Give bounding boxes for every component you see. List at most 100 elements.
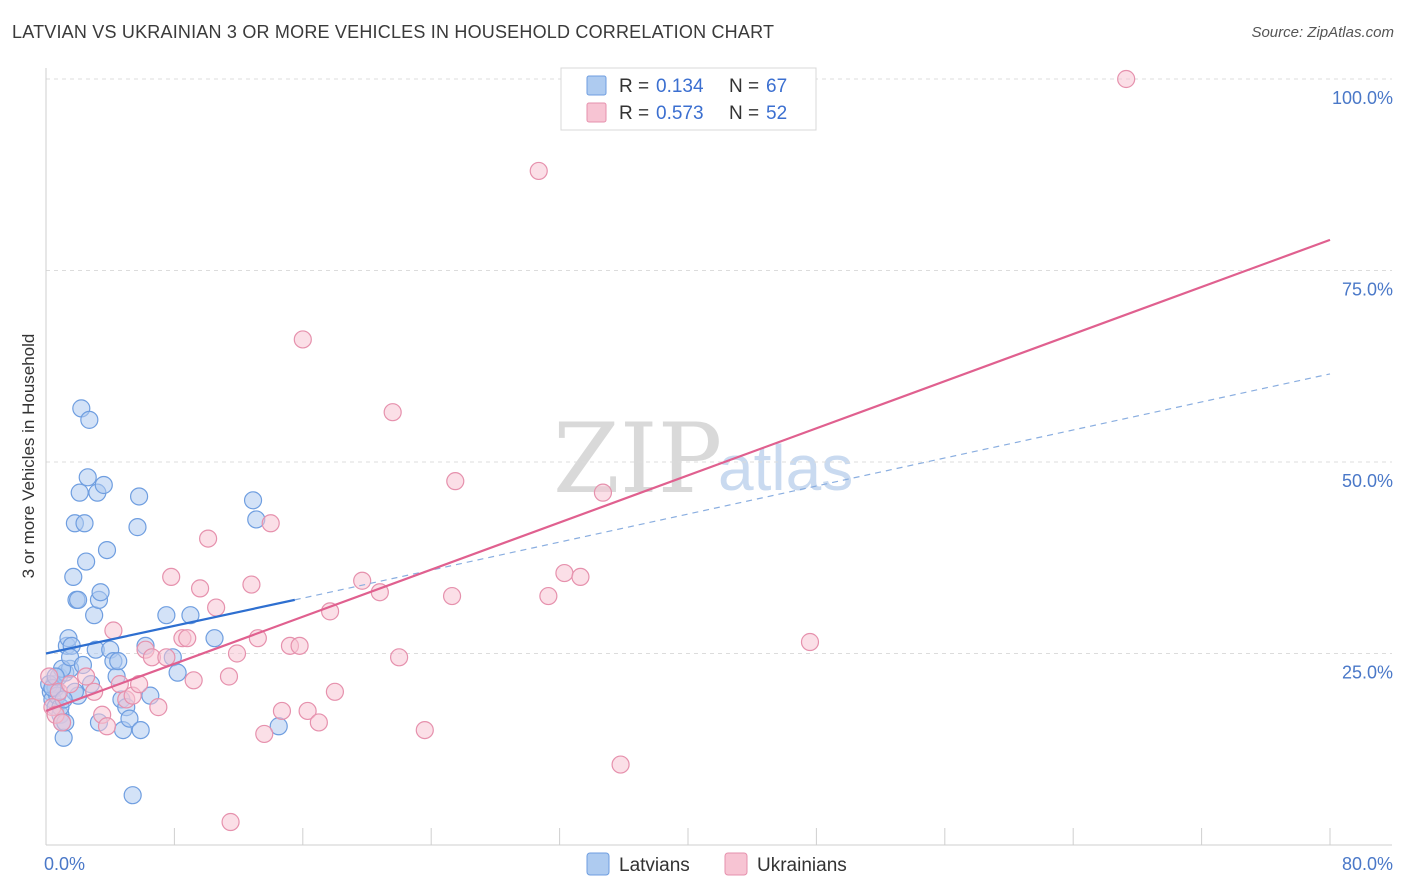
point-latvians bbox=[70, 483, 89, 502]
trend-lines bbox=[45, 238, 1331, 712]
source-label: Source: ZipAtlas.com bbox=[1251, 24, 1394, 41]
point-ukrainians bbox=[77, 667, 96, 686]
point-ukrainians bbox=[104, 621, 123, 640]
gridlines bbox=[46, 78, 1392, 654]
point-ukrainians bbox=[539, 586, 558, 606]
series-legend: Latvians Ukrainians bbox=[586, 852, 847, 876]
point-ukrainians bbox=[178, 629, 197, 648]
trend-line-extended-latvians bbox=[294, 373, 1331, 601]
legend-n-label: N = bbox=[729, 103, 759, 124]
point-ukrainians bbox=[221, 812, 240, 832]
point-ukrainians bbox=[157, 648, 176, 667]
axes bbox=[45, 68, 1392, 846]
x-tick-label-end: 80.0% bbox=[1342, 854, 1393, 874]
legend-n-value-ukrainians: 52 bbox=[766, 103, 787, 124]
point-ukrainians bbox=[571, 567, 590, 587]
point-latvians bbox=[77, 552, 96, 571]
point-latvians bbox=[64, 567, 83, 587]
point-ukrainians bbox=[353, 571, 372, 590]
point-ukrainians bbox=[325, 682, 344, 701]
point-ukrainians bbox=[207, 598, 226, 617]
point-latvians bbox=[109, 652, 128, 671]
point-ukrainians bbox=[272, 701, 292, 721]
point-latvians bbox=[54, 728, 73, 747]
series-legend-label-latvians: Latvians bbox=[619, 855, 690, 876]
point-latvians bbox=[157, 606, 176, 625]
point-ukrainians bbox=[190, 579, 210, 598]
point-latvians bbox=[243, 491, 263, 510]
point-ukrainians bbox=[255, 724, 274, 744]
trend-line-latvians bbox=[45, 598, 296, 655]
point-ukrainians bbox=[219, 667, 239, 686]
chart-title: LATVIAN VS UKRAINIAN 3 OR MORE VEHICLES … bbox=[12, 22, 775, 42]
legend-r-value-ukrainians: 0.573 bbox=[656, 103, 704, 124]
point-latvians bbox=[131, 720, 150, 740]
point-ukrainians bbox=[298, 701, 317, 721]
stats-legend: R = 0.134 N = 67 R = 0.573 N = 52 bbox=[560, 67, 817, 131]
legend-r-value-latvians: 0.134 bbox=[656, 76, 704, 97]
legend-n-value-latvians: 67 bbox=[766, 76, 787, 97]
watermark-zip: ZIP bbox=[553, 403, 722, 515]
point-ukrainians bbox=[555, 563, 574, 583]
point-ukrainians bbox=[1117, 69, 1136, 89]
point-ukrainians bbox=[290, 636, 309, 655]
point-ukrainians bbox=[60, 675, 80, 694]
point-ukrainians bbox=[184, 671, 203, 690]
point-ukrainians bbox=[442, 586, 462, 606]
point-latvians bbox=[75, 514, 94, 533]
trend-line-ukrainians bbox=[45, 238, 1331, 712]
point-ukrainians bbox=[800, 632, 820, 652]
point-latvians bbox=[120, 709, 139, 728]
point-latvians bbox=[78, 468, 97, 487]
point-latvians bbox=[129, 487, 149, 506]
point-ukrainians bbox=[293, 330, 312, 349]
legend-r-label: R = bbox=[619, 76, 649, 97]
point-latvians bbox=[168, 663, 187, 682]
point-ukrainians bbox=[261, 514, 280, 533]
series-legend-swatch-ukrainians bbox=[724, 852, 748, 876]
y-tick-label: 50.0% bbox=[1342, 471, 1393, 491]
y-tick-label: 75.0% bbox=[1342, 280, 1393, 300]
scatter-points bbox=[40, 69, 1136, 832]
point-ukrainians bbox=[242, 575, 261, 594]
point-ukrainians bbox=[415, 720, 434, 740]
series-legend-label-ukrainians: Ukrainians bbox=[757, 855, 847, 876]
point-latvians bbox=[94, 475, 113, 495]
point-latvians bbox=[91, 583, 110, 602]
point-ukrainians bbox=[383, 403, 402, 422]
point-ukrainians bbox=[390, 648, 409, 667]
series-legend-swatch-latvians bbox=[586, 852, 610, 876]
point-ukrainians bbox=[309, 713, 328, 732]
x-tick-label-start: 0.0% bbox=[44, 854, 85, 874]
point-latvians bbox=[181, 606, 200, 625]
legend-n-label: N = bbox=[729, 76, 759, 97]
point-latvians bbox=[80, 410, 99, 429]
point-latvians bbox=[68, 590, 88, 609]
point-ukrainians bbox=[227, 644, 247, 663]
y-tick-labels: 25.0% 50.0% 75.0% 100.0% bbox=[1332, 88, 1393, 683]
point-latvians bbox=[97, 540, 117, 560]
point-ukrainians bbox=[149, 698, 168, 717]
point-ukrainians bbox=[529, 161, 548, 181]
point-ukrainians bbox=[446, 472, 465, 491]
point-ukrainians bbox=[52, 713, 72, 732]
x-tick-labels: 0.0% 80.0% bbox=[44, 854, 1393, 874]
legend-r-label: R = bbox=[619, 103, 649, 124]
point-ukrainians bbox=[85, 682, 104, 701]
y-tick-label: 100.0% bbox=[1332, 88, 1393, 108]
point-latvians bbox=[205, 629, 224, 648]
legend-swatch-ukrainians bbox=[586, 102, 607, 123]
y-axis-label: 3 or more Vehicles in Household bbox=[19, 334, 38, 579]
point-latvians bbox=[128, 518, 147, 537]
point-latvians bbox=[85, 606, 104, 625]
point-ukrainians bbox=[199, 529, 218, 548]
point-latvians bbox=[123, 786, 142, 805]
watermark-atlas: atlas bbox=[718, 432, 853, 504]
point-ukrainians bbox=[97, 717, 117, 736]
legend-swatch-latvians bbox=[586, 75, 607, 96]
point-ukrainians bbox=[593, 483, 613, 502]
point-ukrainians bbox=[611, 755, 630, 774]
point-ukrainians bbox=[162, 567, 181, 587]
point-ukrainians bbox=[40, 667, 59, 686]
